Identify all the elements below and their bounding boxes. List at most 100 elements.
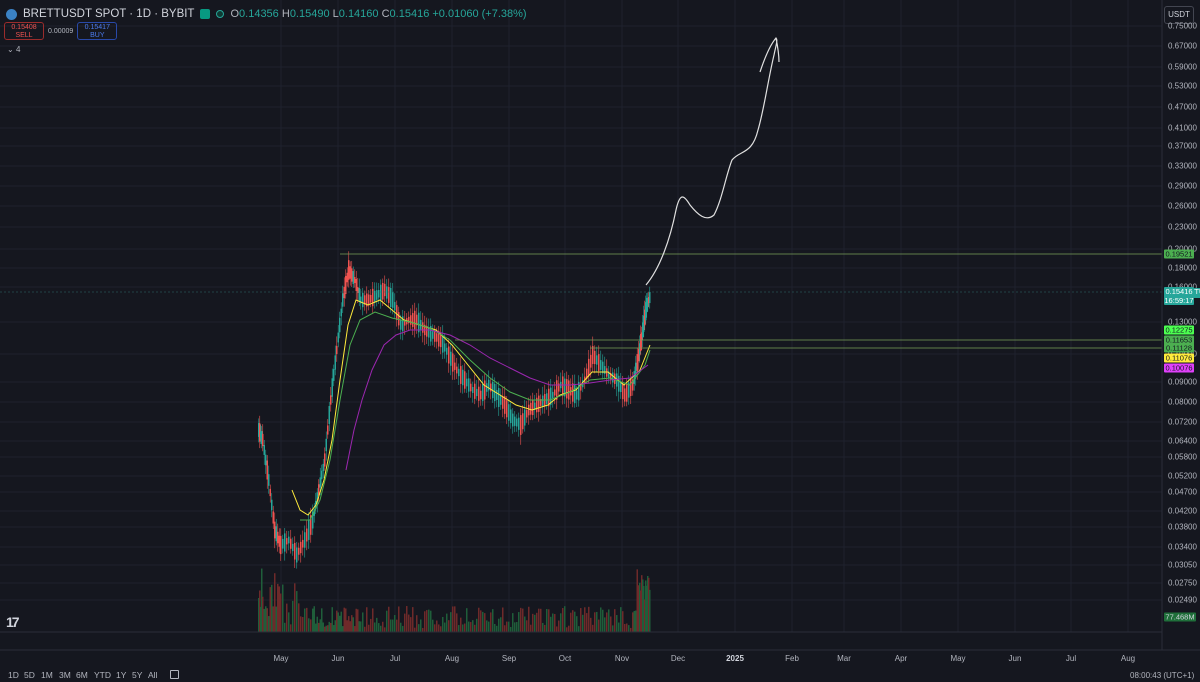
buy-price: 0.15417 xyxy=(84,24,110,31)
symbol-header: BRETTUSDT SPOT · 1D · BYBIT O0.14356 H0.… xyxy=(6,8,527,20)
timeframe-button[interactable]: 6M xyxy=(76,670,88,680)
time-axis-label: Oct xyxy=(558,654,572,663)
sell-label: SELL xyxy=(15,32,33,39)
coin-icon xyxy=(6,8,17,20)
price-axis-label: 0.13000 xyxy=(1168,317,1197,327)
change-value: +0.01060 (+7.38%) xyxy=(432,8,527,20)
time-axis-label: Aug xyxy=(444,654,460,663)
price-axis-label: 0.03800 xyxy=(1168,522,1197,532)
timeframe-button[interactable]: 1D xyxy=(8,670,19,680)
price-axis-label: 0.59000 xyxy=(1168,62,1197,72)
horizontal-levels xyxy=(0,253,1162,349)
low-key: L xyxy=(332,8,339,20)
price-axis-label: 0.05800 xyxy=(1168,452,1197,462)
high-key: H xyxy=(281,8,290,20)
timeframe-button[interactable]: 5D xyxy=(24,670,35,680)
price-axis-label: 0.47000 xyxy=(1168,102,1197,112)
price-axis-label: 0.18000 xyxy=(1168,263,1197,273)
price-axis-label: 0.02750 xyxy=(1168,578,1197,588)
price-level-tag: 0.10076 xyxy=(1164,363,1194,373)
time-axis-label: Apr xyxy=(894,654,908,663)
time-axis-label: Mar xyxy=(837,654,851,663)
timeframe-button[interactable]: 5Y xyxy=(132,670,143,680)
price-level-tag: 0.11128 xyxy=(1164,343,1194,353)
time-axis-label: Dec xyxy=(670,654,686,663)
price-axis-label: 0.75000 xyxy=(1168,21,1197,31)
price-axis-label: 0.23000 xyxy=(1168,222,1197,232)
volume-tag: 77.468M xyxy=(1164,612,1196,622)
price-level-tag: 0.11076 xyxy=(1164,353,1194,363)
last-price: 0.15416 xyxy=(1165,287,1193,296)
currency-selector[interactable]: USDT xyxy=(1164,6,1194,24)
clock[interactable]: 08:00:43 (UTC+1) xyxy=(1130,671,1195,680)
timeframe-button[interactable]: YTD xyxy=(94,670,111,680)
volume-bars xyxy=(258,568,651,632)
time-axis-label: Jul xyxy=(1065,654,1077,663)
time-axis-label: 2025 xyxy=(726,654,744,663)
time-axis-label: Nov xyxy=(614,654,630,663)
buy-label: BUY xyxy=(90,32,105,39)
high-value: 0.15490 xyxy=(289,8,330,20)
flag-icon[interactable] xyxy=(200,9,211,19)
timeframe-button[interactable]: All xyxy=(148,670,158,680)
candlesticks xyxy=(258,251,651,569)
moving-averages xyxy=(291,299,651,521)
low-value: 0.14160 xyxy=(338,8,379,20)
timeframe-button[interactable]: 1M xyxy=(41,670,53,680)
close-value: 0.15416 xyxy=(389,8,430,20)
status-dot-icon xyxy=(216,10,225,18)
price-axis-label: 0.09000 xyxy=(1168,377,1197,387)
price-axis-label: 0.04200 xyxy=(1168,506,1197,516)
price-axis-label: 0.20000 xyxy=(1168,245,1197,254)
time-axis-label: Jun xyxy=(1008,654,1022,663)
chart-grid xyxy=(0,0,1162,632)
last-price-tag: 0.15416 16:59:17 xyxy=(1164,287,1194,305)
trade-buttons: 0.15408 SELL 0.00009 0.15417 BUY xyxy=(4,22,118,40)
open-key: O xyxy=(230,8,240,20)
symbol-title[interactable]: BRETTUSDT SPOT · 1D · BYBIT xyxy=(23,8,195,20)
price-axis-label: 0.33000 xyxy=(1168,161,1197,171)
price-axis-label: 0.03050 xyxy=(1168,560,1197,570)
price-axis-label: 0.08000 xyxy=(1168,397,1197,407)
chevron-down-icon: ⌄ xyxy=(7,45,14,54)
close-key: C xyxy=(381,8,390,20)
price-axis-label: 0.07200 xyxy=(1168,417,1197,427)
footer-bar: 1D 5D 1M 3M 6M YTD 1Y 5Y All 08:00:43 (UTC+1) xyxy=(0,668,1200,682)
sell-button[interactable]: 0.15408 SELL xyxy=(4,22,44,40)
ohlc-readout: O0.14356 H0.15490 L0.14160 C0.15416 +0.0… xyxy=(230,8,526,20)
timeframe-button[interactable]: 1Y xyxy=(116,670,127,680)
price-level-tag: 0.12275 xyxy=(1164,325,1194,335)
timeframe-button[interactable]: 3M xyxy=(59,670,71,680)
time-axis-label: May xyxy=(950,654,966,663)
price-axis-label: 0.26000 xyxy=(1168,201,1197,211)
indicators-toggle[interactable]: ⌄ 4 xyxy=(7,45,20,54)
time-axis-label: May xyxy=(273,654,289,663)
time-axis-label: Jun xyxy=(331,654,345,663)
freehand-drawing xyxy=(645,37,780,286)
price-axis-label: 0.06400 xyxy=(1168,436,1197,446)
price-axis-label: 0.37000 xyxy=(1168,141,1197,151)
indicators-count: 4 xyxy=(15,45,21,54)
price-axis-label: 0.53000 xyxy=(1168,81,1197,91)
time-axis-label: Aug xyxy=(1120,654,1136,663)
price-axis-label: 0.67000 xyxy=(1168,41,1197,51)
countdown: 16:59:17 xyxy=(1164,296,1194,305)
time-axis-label: Feb xyxy=(785,654,799,663)
calendar-icon[interactable] xyxy=(170,670,179,679)
tradingview-logo[interactable]: 17 xyxy=(6,614,20,630)
buy-button[interactable]: 0.15417 BUY xyxy=(77,22,118,40)
price-axis-label: 0.04700 xyxy=(1168,487,1197,497)
price-axis-label: 0.02490 xyxy=(1168,595,1197,605)
price-axis-label: 0.29000 xyxy=(1168,181,1197,191)
open-value: 0.14356 xyxy=(239,8,279,20)
price-level-tag: 0.11653 xyxy=(1164,335,1194,345)
time-axis-label: Sep xyxy=(501,654,517,663)
sell-price: 0.15408 xyxy=(11,24,37,31)
price-axis-label: 0.41000 xyxy=(1168,123,1197,133)
price-axis-label: 0.03400 xyxy=(1168,542,1197,552)
spread-value: 0.00009 xyxy=(48,27,74,35)
price-level-tag: 0.19521 xyxy=(1164,249,1194,259)
time-axis-label: Jul xyxy=(389,654,401,663)
price-axis-label: 0.05200 xyxy=(1168,471,1197,481)
